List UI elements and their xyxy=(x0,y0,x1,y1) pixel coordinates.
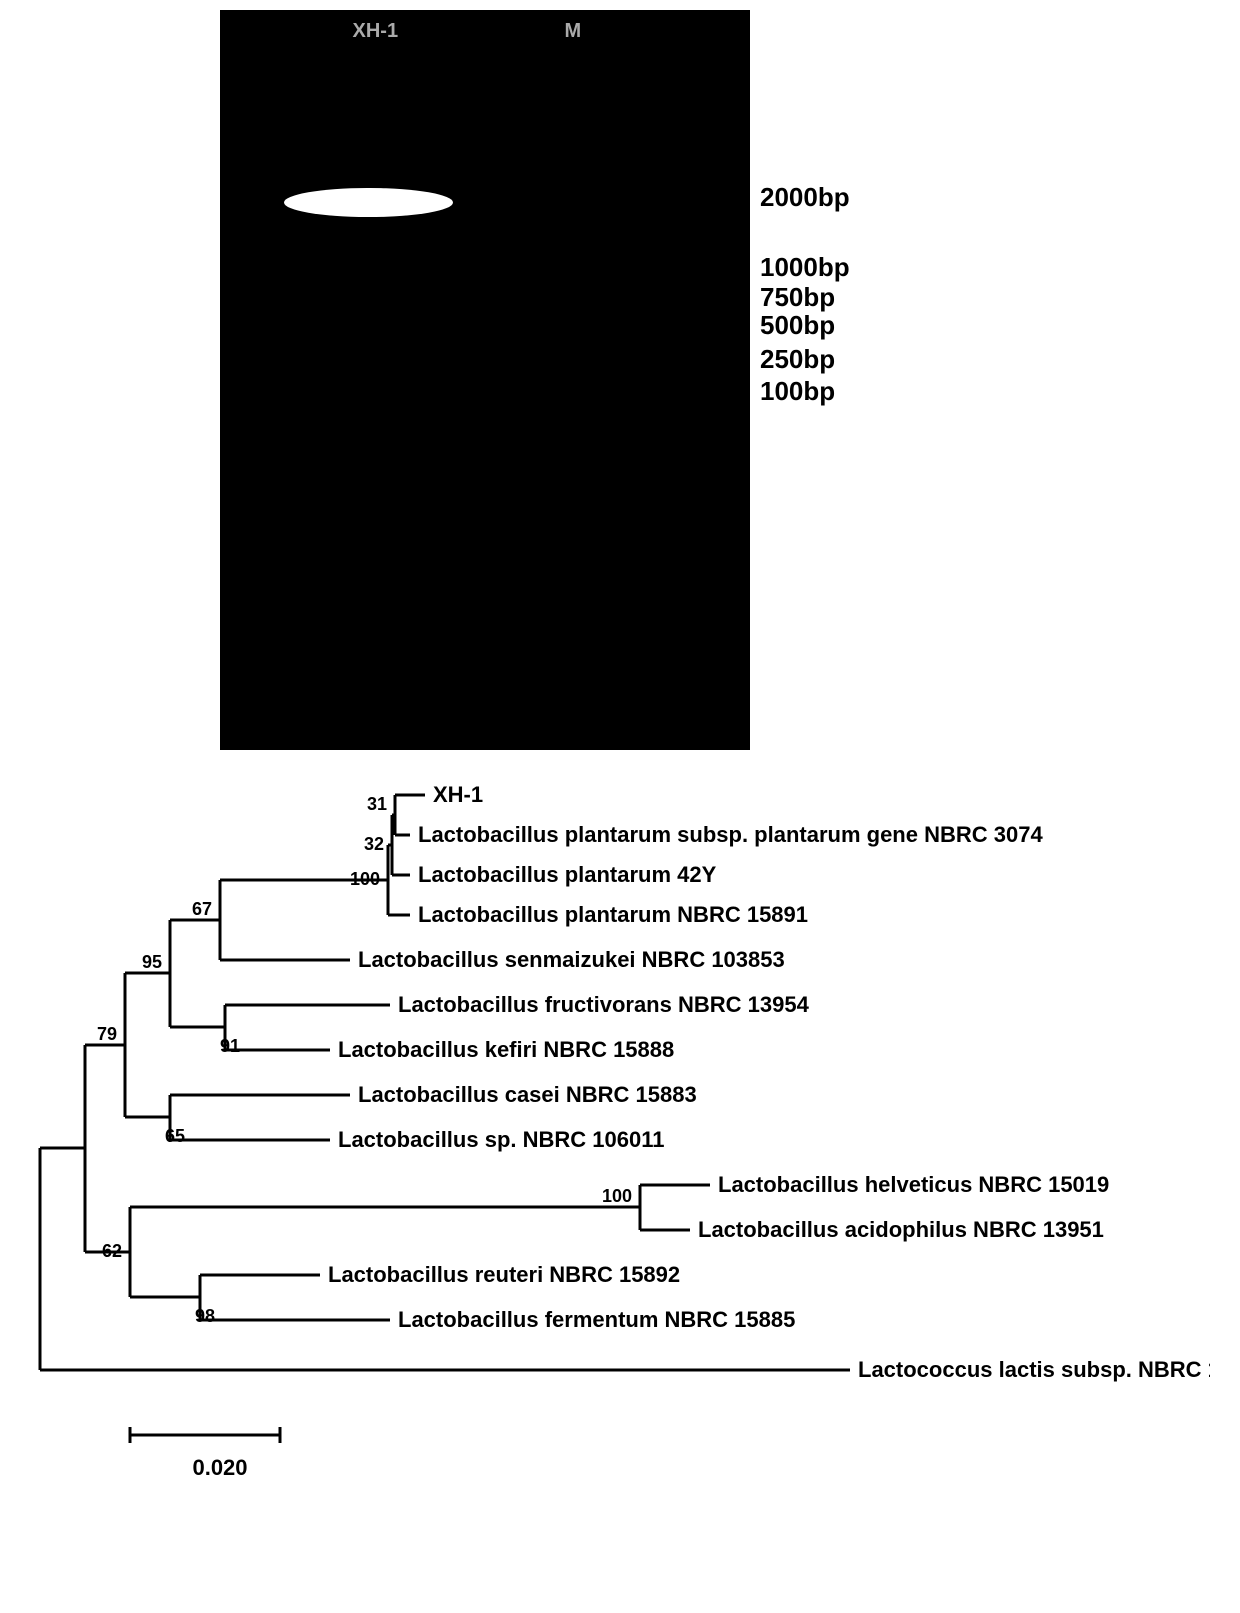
bootstrap-value: 79 xyxy=(97,1024,117,1044)
bootstrap-value: 91 xyxy=(220,1036,240,1056)
gel-lane-marker-label: M xyxy=(565,20,582,43)
bootstrap-value: 98 xyxy=(195,1306,215,1326)
bootstrap-value: 32 xyxy=(364,834,384,854)
taxon-label: Lactobacillus helveticus NBRC 15019 xyxy=(718,1172,1109,1197)
taxon-label: Lactobacillus reuteri NBRC 15892 xyxy=(328,1262,680,1287)
scale-bar-svg xyxy=(120,1420,320,1450)
gel-ladder-label: 100bp xyxy=(760,376,835,407)
taxon-label: Lactobacillus fermentum NBRC 15885 xyxy=(398,1307,795,1332)
gel-ladder-label: 500bp xyxy=(760,310,835,341)
bootstrap-value: 67 xyxy=(192,899,212,919)
taxon-label: Lactococcus lactis subsp. NBRC 100676 xyxy=(858,1357,1210,1382)
taxon-label: XH-1 xyxy=(433,782,483,807)
scale-bar: 0.020 xyxy=(120,1420,320,1481)
gel-ladder-label: 250bp xyxy=(760,344,835,375)
gel-ladder-label: 1000bp xyxy=(760,252,850,283)
bootstrap-value: 100 xyxy=(602,1186,632,1206)
taxon-label: Lactobacillus sp. NBRC 106011 xyxy=(338,1127,664,1152)
gel-lane-sample-label: XH-1 xyxy=(353,20,399,43)
taxon-label: Lactobacillus plantarum subsp. plantarum… xyxy=(418,822,1043,847)
gel-sample-band xyxy=(284,188,454,218)
phylogenetic-tree: 313210067919565791009862XH-1Lactobacillu… xyxy=(30,775,1210,1415)
gel-image-box: XH-1 M xyxy=(220,10,750,750)
taxon-label: Lactobacillus kefiri NBRC 15888 xyxy=(338,1037,674,1062)
taxon-label: Lactobacillus casei NBRC 15883 xyxy=(358,1082,697,1107)
taxon-label: Lactobacillus fructivorans NBRC 13954 xyxy=(398,992,810,1017)
gel-ladder-label: 2000bp xyxy=(760,182,850,213)
gel-electrophoresis: XH-1 M xyxy=(220,10,750,750)
taxon-label: Lactobacillus plantarum 42Y xyxy=(418,862,717,887)
bootstrap-value: 31 xyxy=(367,794,387,814)
taxon-label: Lactobacillus senmaizukei NBRC 103853 xyxy=(358,947,785,972)
taxon-label: Lactobacillus plantarum NBRC 15891 xyxy=(418,902,808,927)
tree-svg: 313210067919565791009862XH-1Lactobacillu… xyxy=(30,775,1210,1415)
bootstrap-value: 95 xyxy=(142,952,162,972)
taxon-label: Lactobacillus acidophilus NBRC 13951 xyxy=(698,1217,1104,1242)
gel-ladder-label: 750bp xyxy=(760,282,835,313)
scale-bar-label: 0.020 xyxy=(120,1455,320,1481)
bootstrap-value: 65 xyxy=(165,1126,185,1146)
